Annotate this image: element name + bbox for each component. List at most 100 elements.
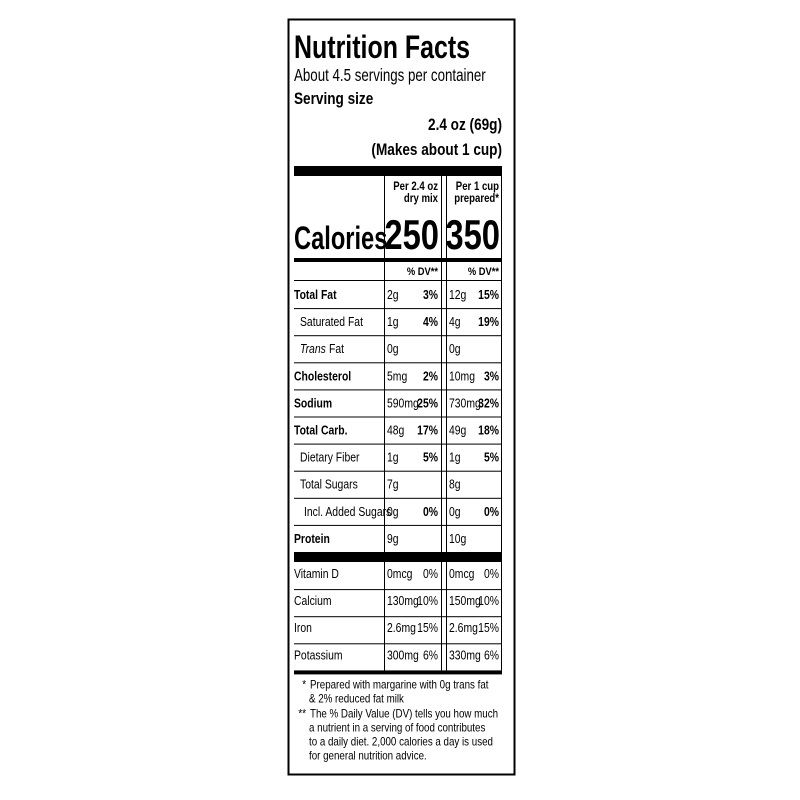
rule — [294, 443, 502, 445]
footnote-line: & 2% reduced fat milk — [309, 693, 405, 706]
amount: 4g — [449, 315, 461, 329]
rule — [294, 166, 502, 176]
amount: 300mg — [387, 648, 419, 662]
nutrient-name: Cholesterol — [294, 369, 351, 383]
nutrient-name-rest: Fat — [329, 342, 345, 356]
nutrient-name: Potassium — [294, 648, 343, 662]
rule — [294, 589, 502, 591]
nutrient-name: Total Sugars — [300, 478, 358, 492]
daily-value: 5% — [423, 451, 438, 465]
rule — [294, 362, 502, 364]
rule — [294, 308, 502, 310]
amount: 2.6mg — [449, 621, 478, 635]
nutrient-name: Saturated Fat — [300, 315, 364, 329]
daily-value: 19% — [478, 315, 499, 329]
nutrient-name: Sodium — [294, 396, 332, 410]
amount: 330mg — [449, 648, 481, 662]
daily-value: 15% — [478, 288, 499, 302]
calories-value: 350 — [445, 211, 500, 258]
nutrient-name: Incl. Added Sugars — [304, 505, 391, 519]
amount: 10mg — [449, 369, 475, 383]
nutrient-name: Total Carb. — [294, 423, 348, 437]
daily-value: 6% — [484, 648, 499, 662]
amount: 2.6mg — [387, 621, 416, 635]
title: Nutrition Facts — [294, 30, 470, 66]
nutrient-name: Trans Fat — [300, 342, 345, 356]
serving-size: 2.4 oz (69g) — [428, 116, 502, 135]
amount: 49g — [449, 423, 466, 437]
daily-value: 0% — [423, 505, 438, 519]
column-heading: prepared* — [454, 192, 499, 205]
calories-value: 250 — [384, 211, 439, 258]
daily-value: 10% — [417, 594, 438, 608]
footnote-line: to a daily diet. 2,000 calories a day is… — [309, 736, 493, 749]
column-divider — [384, 176, 385, 671]
daily-value: 25% — [417, 396, 438, 410]
rule — [294, 497, 502, 499]
amount: 1g — [387, 315, 399, 329]
amount: 48g — [387, 423, 404, 437]
amount: 2g — [387, 288, 399, 302]
rule — [294, 470, 502, 472]
dv-heading: % DV** — [468, 266, 499, 278]
daily-value: 4% — [423, 315, 438, 329]
amount: 0g — [449, 505, 461, 519]
amount: 0g — [387, 505, 399, 519]
rule — [294, 616, 502, 618]
daily-value: 32% — [478, 396, 499, 410]
daily-value: 17% — [417, 423, 438, 437]
column-heading: Per 2.4 oz — [393, 180, 438, 193]
servings: About 4.5 servings per container — [294, 66, 486, 85]
daily-value: 15% — [417, 621, 438, 635]
daily-value: 3% — [423, 288, 438, 302]
rule — [294, 524, 502, 526]
amount: 7g — [387, 478, 399, 492]
column-heading: dry mix — [404, 192, 438, 205]
serving-size-note: (Makes about 1 cup) — [371, 141, 502, 160]
footnote-marker: * — [302, 679, 306, 692]
nutrient-name: Total Fat — [294, 288, 337, 302]
footnote-line: a nutrient in a serving of food contribu… — [309, 722, 485, 735]
daily-value: 18% — [478, 423, 499, 437]
rule — [294, 643, 502, 645]
daily-value: 3% — [484, 369, 499, 383]
rule — [294, 389, 502, 391]
daily-value: 0% — [423, 567, 438, 581]
amount: 1g — [387, 451, 399, 465]
amount: 9g — [387, 532, 399, 546]
rule — [294, 258, 502, 262]
amount: 5mg — [387, 369, 407, 383]
amount: 0g — [449, 342, 461, 356]
column-heading: Per 1 cup — [456, 180, 500, 193]
amount: 12g — [449, 288, 466, 302]
daily-value: 0% — [484, 505, 499, 519]
rule — [294, 416, 502, 418]
amount: 730mg — [449, 396, 481, 410]
nutrient-name: Vitamin D — [294, 567, 339, 581]
dv-heading: % DV** — [407, 266, 438, 278]
nutrient-name: Iron — [294, 621, 312, 635]
footnote-line: The % Daily Value (DV) tells you how muc… — [310, 708, 498, 721]
amount: 10g — [449, 532, 466, 546]
footnote-line: Prepared with margarine with 0g trans fa… — [310, 679, 489, 692]
amount: 590mg — [387, 396, 419, 410]
daily-value: 0% — [484, 567, 499, 581]
amount: 0g — [387, 342, 399, 356]
footnote-marker: ** — [298, 708, 306, 721]
rule — [294, 280, 502, 281]
amount: 150mg — [449, 594, 481, 608]
rule — [294, 670, 502, 675]
rule — [294, 335, 502, 337]
daily-value: 15% — [478, 621, 499, 635]
column-divider — [501, 176, 502, 671]
daily-value: 5% — [484, 451, 499, 465]
calories-label: Calories — [294, 221, 387, 256]
column-divider — [441, 176, 442, 671]
amount: 8g — [449, 478, 461, 492]
amount: 130mg — [387, 594, 419, 608]
footnote-line: for general nutrition advice. — [309, 750, 427, 763]
nutrient-name: Dietary Fiber — [300, 451, 360, 465]
daily-value: 2% — [423, 369, 438, 383]
serving-size-label: Serving size — [294, 90, 374, 109]
